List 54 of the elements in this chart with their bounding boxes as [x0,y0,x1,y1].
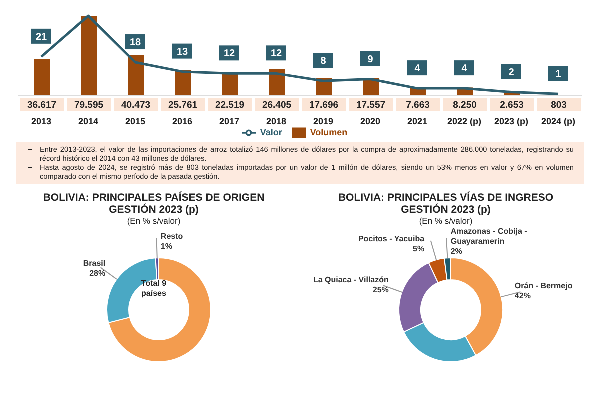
x-tick-label: 2018 [266,116,287,126]
data-label: 8.250 [453,100,477,111]
legend-label: Valor [260,127,282,138]
data-label: 4 [414,64,421,75]
x-tick-label: 2021 [407,116,428,126]
data-label: 2% [450,247,462,256]
data-label: 17.696 [309,100,339,111]
data-label: 18 [130,38,142,49]
x-tick-label: 2022 (p) [447,116,482,126]
x-tick-label: 2019 [313,116,334,126]
data-label: 42% [514,292,531,301]
data-label: 13 [176,46,188,58]
chart-subtitle: (En % s/valor) [418,216,474,227]
x-tick-label: 2015 [125,116,146,126]
data-label: 1 [556,69,562,80]
data-label: 4 [462,64,468,75]
x-tick-label: 2017 [219,116,240,126]
data-label: 26.405 [262,100,292,111]
slice-label: La Quiaca - Villazón [313,276,390,285]
data-label: 2.653 [500,100,524,111]
data-label: 17.557 [356,100,386,111]
text: Total 9 países [140,279,168,299]
data-label: 79.595 [74,100,104,111]
legend-label: Volumen [310,127,348,138]
data-label: 803 [551,100,567,111]
chart-title: BOLIVIA: PRINCIPALES VÍAS DE INGRESO GESTIÓN 2023 (p) [337,192,555,216]
chart-title: BOLIVIA: PRINCIPALES PAÍSES DE ORIGEN GESTIÓN 2023 (p) [42,192,266,216]
slice-label: Orán - Bermejo [514,282,573,291]
slice-label: Resto [160,232,184,242]
data-label: 2 [508,67,515,78]
data-label: 12 [270,48,282,60]
data-label: 25.761 [168,100,198,111]
data-label: 21 [36,32,48,43]
data-label: 25% [372,286,389,295]
x-tick-label: 2024 (p) [541,116,576,126]
x-tick-label: 2013 [31,116,52,126]
data-label: 9 [368,54,374,66]
slice-label: Brasil [83,259,106,268]
chart-subtitle: (En % s/valor) [126,216,182,227]
x-tick-label: 2014 [78,116,99,126]
slice-label: Pocitos - Yacuiba [358,234,426,244]
data-label: 28% [90,269,106,278]
data-label: 36.617 [27,100,57,111]
data-label: 5% [413,244,425,254]
data-label: 8 [320,56,327,68]
data-label: 7.663 [406,100,430,111]
x-tick-label: 2016 [172,116,193,126]
data-label: 1% [160,242,172,252]
x-tick-label: 2020 [360,116,381,126]
x-tick-label: 2023 (p) [494,116,529,126]
data-label: 12 [224,48,236,60]
data-label: 22.519 [215,100,245,111]
data-label: 40.473 [121,100,151,111]
slice-label: Amazonas - Cobija - Guayaramerín [450,227,528,246]
